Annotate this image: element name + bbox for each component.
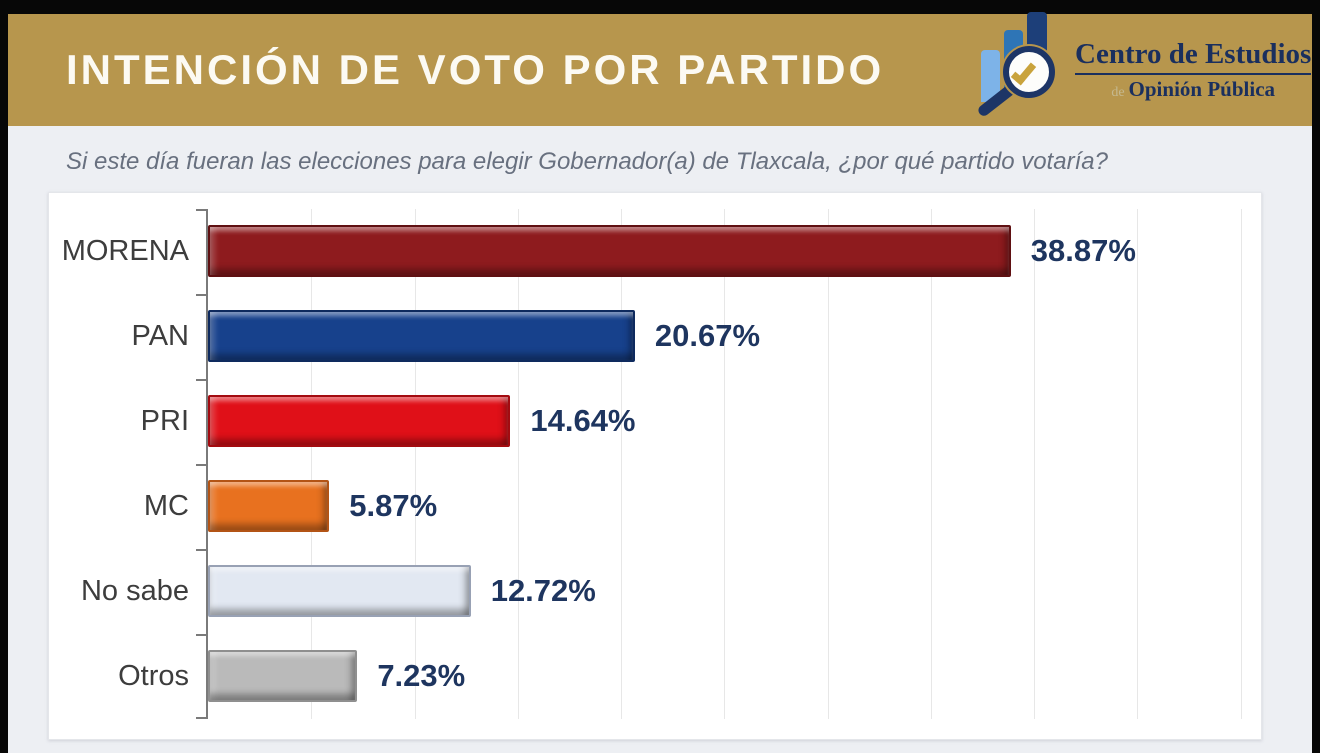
category-label-morena: MORENA [61, 235, 189, 267]
gridline [1240, 209, 1242, 719]
magnifier-lens [1003, 46, 1055, 98]
axis-tick [196, 464, 207, 466]
logo-text: Centro de Estudios de Opinión Pública [1075, 38, 1312, 102]
gridline [724, 209, 726, 719]
plot-area: 38.87% 20.67% 14.64% 5.87% 12.72% 7.23% [196, 209, 1249, 719]
category-label-pan: PAN [131, 320, 189, 352]
header-banner: INTENCIÓN DE VOTO POR PARTIDO [8, 14, 1312, 126]
logo-line1: Centro de Estudios [1075, 38, 1312, 75]
value-label: 5.87% [349, 488, 438, 523]
bar-no-sabe [208, 565, 471, 617]
bar-morena [208, 225, 1011, 277]
axis-tick [196, 379, 207, 381]
value-label: 14.64% [530, 403, 636, 438]
axis-tick [196, 717, 207, 719]
gridline [827, 209, 829, 719]
page-title: INTENCIÓN DE VOTO POR PARTIDO [66, 46, 885, 93]
axis-tick [196, 294, 207, 296]
category-label-no-sabe: No sabe [80, 575, 189, 607]
category-label-mc: MC [143, 490, 189, 522]
value-label: 12.72% [490, 573, 596, 608]
gridline [517, 209, 519, 719]
category-axis: MORENA PAN PRI MC No sabe Otros [49, 209, 189, 719]
bar-row: 7.23% [208, 634, 1249, 719]
value-label: 20.67% [654, 318, 761, 353]
bar-pan [208, 310, 635, 362]
gridline [621, 209, 623, 719]
bar-row: 20.67% [208, 294, 1249, 379]
gridline [414, 209, 416, 719]
bar-otros [208, 650, 358, 702]
bar-mc [208, 480, 330, 532]
bar-chart-magnifier-icon [975, 12, 1067, 120]
logo-line2: de Opinión Pública [1075, 77, 1311, 102]
survey-question: Si este día fueran las elecciones para e… [66, 148, 1108, 175]
bar-row: 14.64% [208, 379, 1249, 464]
logo-bar-light-blue [981, 50, 1000, 102]
value-label: 38.87% [1030, 233, 1136, 268]
value-label: 7.23% [377, 658, 466, 693]
logo-line2-text: Opinión Pública [1128, 77, 1276, 101]
axis-tick [196, 209, 207, 211]
axis-tick [196, 549, 207, 551]
gridline [311, 209, 313, 719]
slide-background: INTENCIÓN DE VOTO POR PARTIDO Centro de … [8, 12, 1312, 753]
bar-row: 5.87% [208, 464, 1249, 549]
chart-panel: MORENA PAN PRI MC No sabe Otros 38.87% 20.67% 1… [48, 192, 1262, 740]
gridline [1137, 209, 1139, 719]
bar-pri [208, 395, 511, 447]
logo-de: de [1111, 85, 1125, 100]
gridline [1034, 209, 1036, 719]
bar-row: 38.87% [208, 209, 1249, 294]
category-label-pri: PRI [140, 405, 189, 437]
axis-tick [196, 634, 207, 636]
org-logo: Centro de Estudios de Opinión Pública [975, 12, 1312, 120]
category-label-otros: Otros [118, 660, 189, 692]
bar-row: 12.72% [208, 549, 1249, 634]
gridline [930, 209, 932, 719]
